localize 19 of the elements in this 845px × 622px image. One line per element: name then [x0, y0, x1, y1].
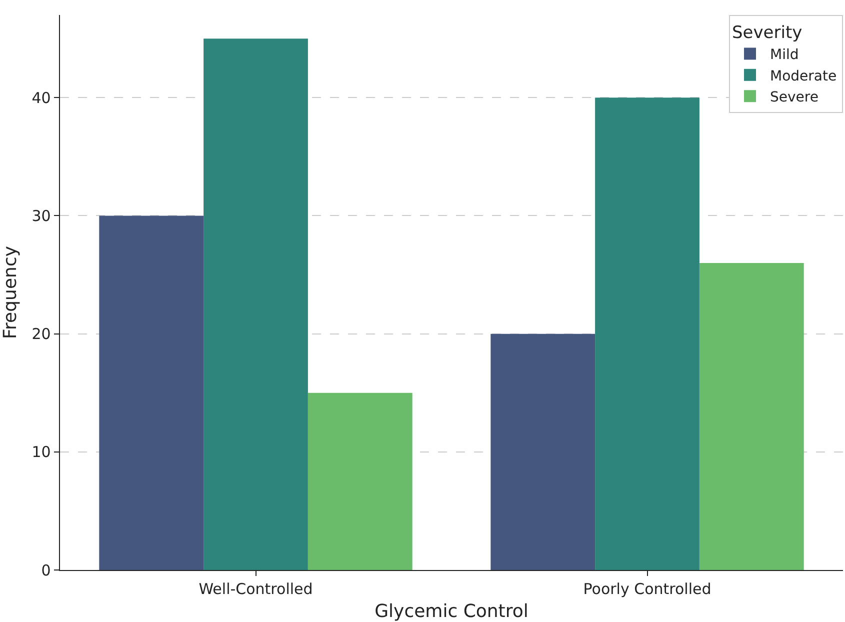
- bar: [99, 216, 204, 570]
- x-tick-label: Well-Controlled: [198, 580, 313, 598]
- y-axis-title: Frequency: [0, 246, 21, 339]
- y-tick-label: 40: [32, 88, 51, 107]
- bar: [308, 392, 412, 570]
- bar: [204, 38, 308, 570]
- y-tick-label: 20: [32, 325, 51, 344]
- x-axis-title: Glycemic Control: [374, 601, 528, 622]
- y-tick-label: 30: [32, 206, 51, 225]
- bar: [490, 334, 596, 570]
- legend-label: Moderate: [770, 68, 837, 84]
- y-tick-label: 10: [32, 443, 51, 462]
- legend-label: Mild: [770, 47, 799, 64]
- bar: [595, 98, 700, 570]
- legend-title: Severity: [732, 23, 802, 44]
- bar: [699, 262, 804, 570]
- x-tick-label: Poorly Controlled: [583, 580, 712, 598]
- legend-label: Severe: [770, 90, 818, 106]
- y-tick-label: 0: [41, 561, 51, 580]
